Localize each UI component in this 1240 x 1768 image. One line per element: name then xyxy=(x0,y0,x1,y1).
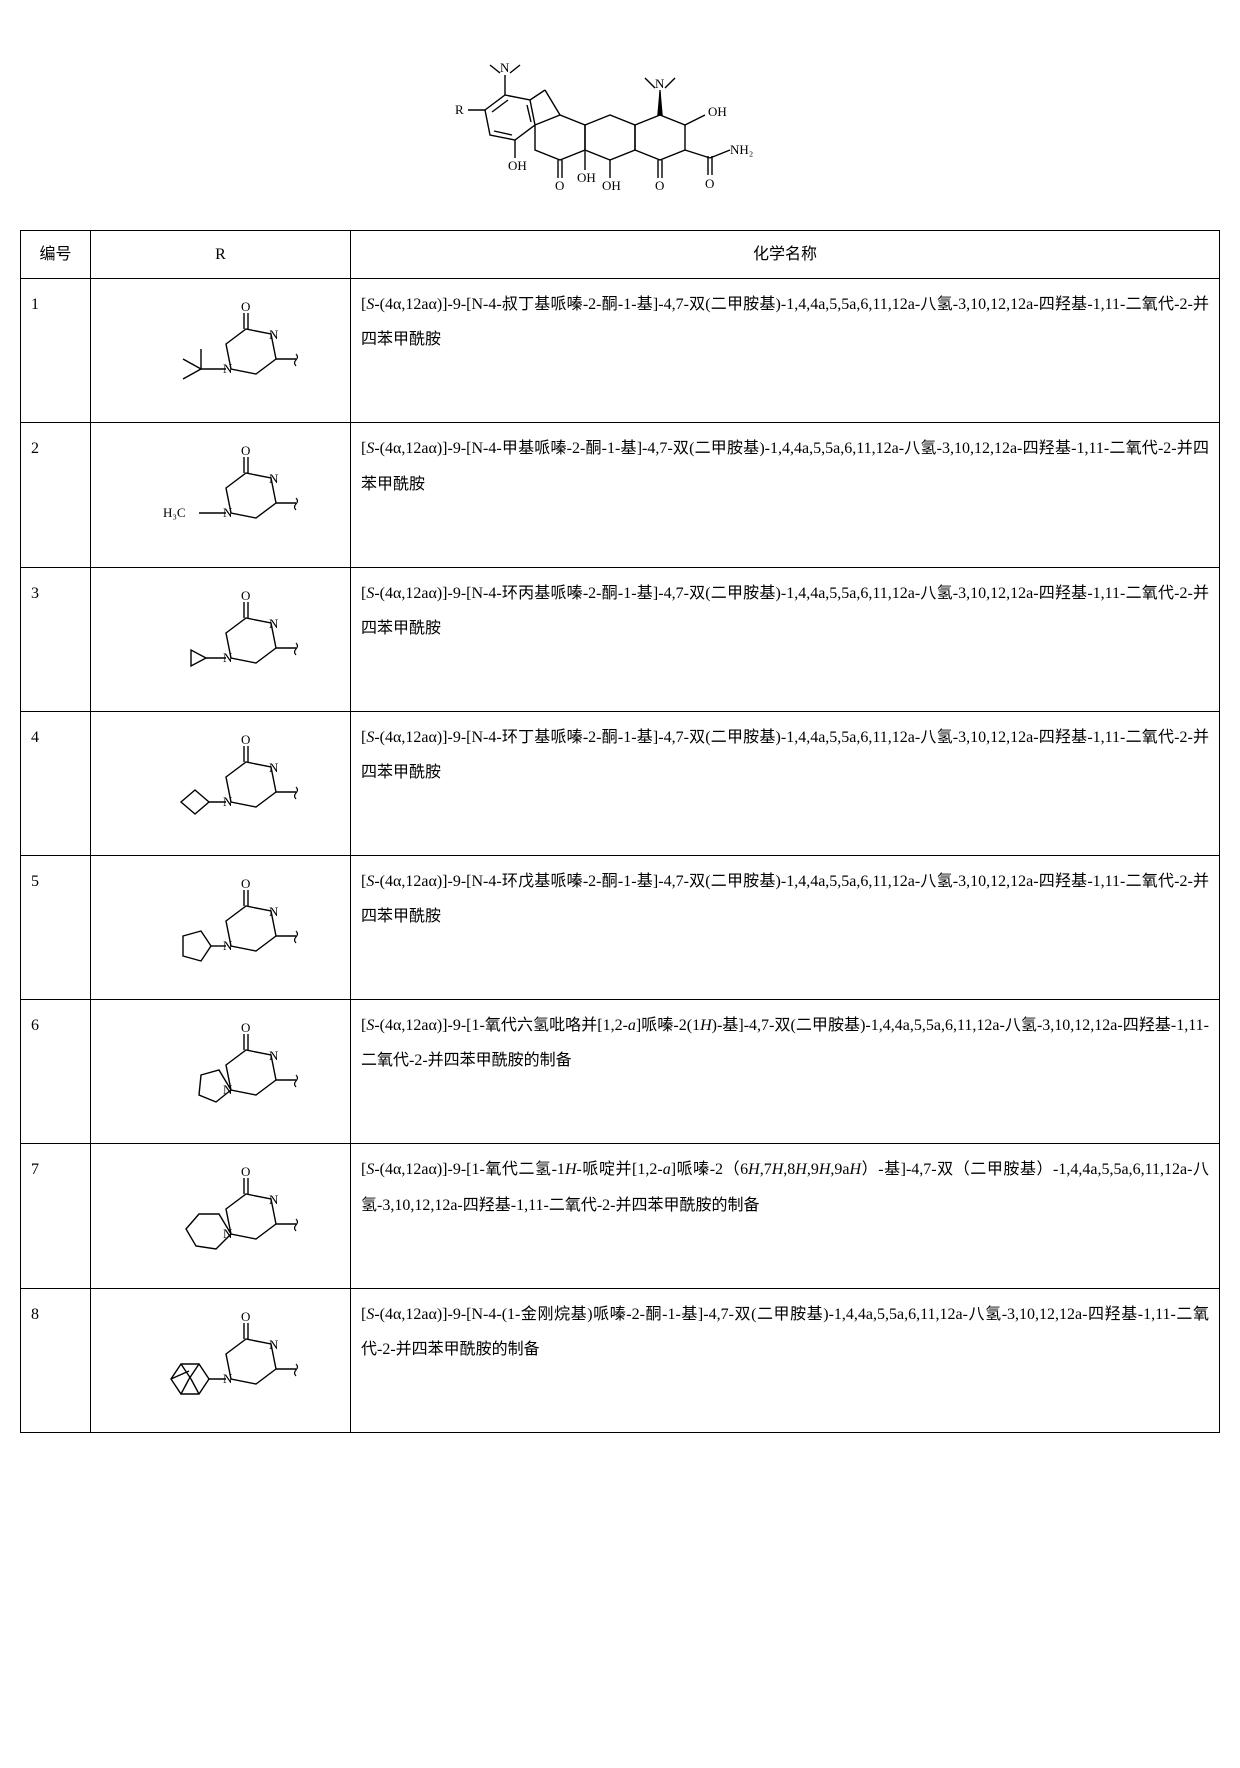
chemical-name: [S-(4α,12aα)]-9-[1-氧代六氢吡咯并[1,2-a]哌嗪-2(1H… xyxy=(351,1000,1220,1144)
svg-text:N: N xyxy=(269,616,279,631)
compound-number: 7 xyxy=(21,1144,91,1288)
compound-number: 1 xyxy=(21,279,91,423)
svg-text:O: O xyxy=(241,1164,250,1179)
svg-text:N: N xyxy=(500,60,510,75)
svg-text:OH: OH xyxy=(508,158,527,173)
compound-table: 编号 R 化学名称 1 O N N [S-(4α,12aα)]-9-[N-4-叔… xyxy=(20,230,1220,1433)
table-row: 4 O N N [S-(4α,12aα)]-9-[N-4-环丁基哌嗪-2-酮-1… xyxy=(21,711,1220,855)
svg-text:O: O xyxy=(241,588,250,603)
svg-text:OH: OH xyxy=(602,178,621,193)
r-group-structure: O N N xyxy=(91,855,351,999)
table-row: 1 O N N [S-(4α,12aα)]-9-[N-4-叔丁基哌嗪-2-酮-1… xyxy=(21,279,1220,423)
svg-text:N: N xyxy=(223,361,233,376)
table-row: 6 O N N [S-(4α,12aα)]-9-[1-氧代六氢吡咯并[1,2-a… xyxy=(21,1000,1220,1144)
table-row: 2 H₃C O N N [S-(4α,12aα)]-9-[N-4-甲基哌嗪-2-… xyxy=(21,423,1220,567)
svg-text:N: N xyxy=(223,1371,233,1386)
r-group-structure: O N N xyxy=(91,1144,351,1288)
chemical-name: [S-(4α,12aα)]-9-[N-4-(1-金刚烷基)哌嗪-2-酮-1-基]… xyxy=(351,1288,1220,1432)
r-group-structure: O N N xyxy=(91,279,351,423)
svg-text:O: O xyxy=(241,876,250,891)
compound-number: 6 xyxy=(21,1000,91,1144)
chemical-name: [S-(4α,12aα)]-9-[N-4-环丙基哌嗪-2-酮-1-基]-4,7-… xyxy=(351,567,1220,711)
compound-number: 4 xyxy=(21,711,91,855)
r-group-structure: O N N xyxy=(91,1000,351,1144)
svg-text:N: N xyxy=(223,650,233,665)
table-row: 7 O N N [S-(4α,12aα)]-9-[1-氧代二氢-1H-哌啶并[1… xyxy=(21,1144,1220,1288)
svg-text:N: N xyxy=(269,1337,279,1352)
svg-text:O: O xyxy=(555,178,564,193)
compound-number: 8 xyxy=(21,1288,91,1432)
table-row: 3 O N N [S-(4α,12aα)]-9-[N-4-环丙基哌嗪-2-酮-1… xyxy=(21,567,1220,711)
r-group-structure: O N N xyxy=(91,567,351,711)
svg-text:OH: OH xyxy=(708,104,727,119)
svg-text:N: N xyxy=(269,471,279,486)
chemical-name: [S-(4α,12aα)]-9-[N-4-甲基哌嗪-2-酮-1-基]-4,7-双… xyxy=(351,423,1220,567)
svg-text:O: O xyxy=(241,732,250,747)
svg-text:N: N xyxy=(223,794,233,809)
table-row: 5 O N N [S-(4α,12aα)]-9-[N-4-环戊基哌嗪-2-酮-1… xyxy=(21,855,1220,999)
svg-text:O: O xyxy=(241,443,250,458)
table-row: 8 O N N [S-(4α,12aα)]-9-[N-4-(1-金刚烷基)哌嗪-… xyxy=(21,1288,1220,1432)
svg-text:N: N xyxy=(223,1082,233,1097)
r-group-structure: H₃C O N N xyxy=(91,423,351,567)
svg-text:N: N xyxy=(269,1048,279,1063)
svg-text:H₃C: H₃C xyxy=(163,505,186,520)
svg-text:N: N xyxy=(269,1192,279,1207)
svg-text:R: R xyxy=(455,102,464,117)
table-header-row: 编号 R 化学名称 xyxy=(21,231,1220,279)
svg-text:N: N xyxy=(655,76,665,91)
r-group-structure: O N N xyxy=(91,1288,351,1432)
svg-text:N: N xyxy=(223,505,233,520)
svg-text:O: O xyxy=(241,299,250,314)
svg-text:OH: OH xyxy=(577,170,596,185)
header-name: 化学名称 xyxy=(351,231,1220,279)
svg-text:O: O xyxy=(241,1309,250,1324)
compound-number: 3 xyxy=(21,567,91,711)
svg-text:O: O xyxy=(241,1020,250,1035)
chemical-name: [S-(4α,12aα)]-9-[N-4-环戊基哌嗪-2-酮-1-基]-4,7-… xyxy=(351,855,1220,999)
chemical-name: [S-(4α,12aα)]-9-[1-氧代二氢-1H-哌啶并[1,2-a]哌嗪-… xyxy=(351,1144,1220,1288)
compound-number: 5 xyxy=(21,855,91,999)
svg-text:N: N xyxy=(269,904,279,919)
tetracycline-core-svg: N N OH NH₂ O O OH OH OH R O xyxy=(430,30,810,210)
chemical-name: [S-(4α,12aα)]-9-[N-4-环丁基哌嗪-2-酮-1-基]-4,7-… xyxy=(351,711,1220,855)
header-num: 编号 xyxy=(21,231,91,279)
svg-text:N: N xyxy=(223,938,233,953)
r-group-structure: O N N xyxy=(91,711,351,855)
svg-text:N: N xyxy=(223,1226,233,1241)
core-structure: N N OH NH₂ O O OH OH OH R O xyxy=(20,30,1220,215)
svg-text:O: O xyxy=(655,178,664,193)
chemical-name: [S-(4α,12aα)]-9-[N-4-叔丁基哌嗪-2-酮-1-基]-4,7-… xyxy=(351,279,1220,423)
svg-text:O: O xyxy=(705,176,714,191)
compound-number: 2 xyxy=(21,423,91,567)
svg-text:N: N xyxy=(269,327,279,342)
svg-text:N: N xyxy=(269,760,279,775)
header-r: R xyxy=(91,231,351,279)
svg-text:NH₂: NH₂ xyxy=(730,142,753,157)
